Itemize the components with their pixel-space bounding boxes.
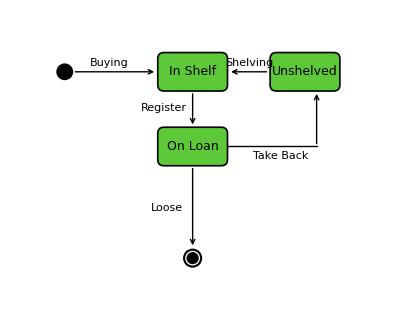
Circle shape xyxy=(184,250,201,267)
Circle shape xyxy=(57,64,72,80)
Text: On Loan: On Loan xyxy=(167,140,219,153)
FancyBboxPatch shape xyxy=(158,127,227,166)
Text: Unshelved: Unshelved xyxy=(272,65,338,78)
Text: Register: Register xyxy=(141,103,187,113)
FancyBboxPatch shape xyxy=(158,52,227,91)
Text: Take Back: Take Back xyxy=(253,151,308,161)
Text: In Shelf: In Shelf xyxy=(169,65,216,78)
Circle shape xyxy=(187,253,198,264)
Text: Buying: Buying xyxy=(90,58,129,68)
Text: Loose: Loose xyxy=(151,203,183,213)
Text: Shelving: Shelving xyxy=(225,58,273,68)
FancyBboxPatch shape xyxy=(270,52,340,91)
